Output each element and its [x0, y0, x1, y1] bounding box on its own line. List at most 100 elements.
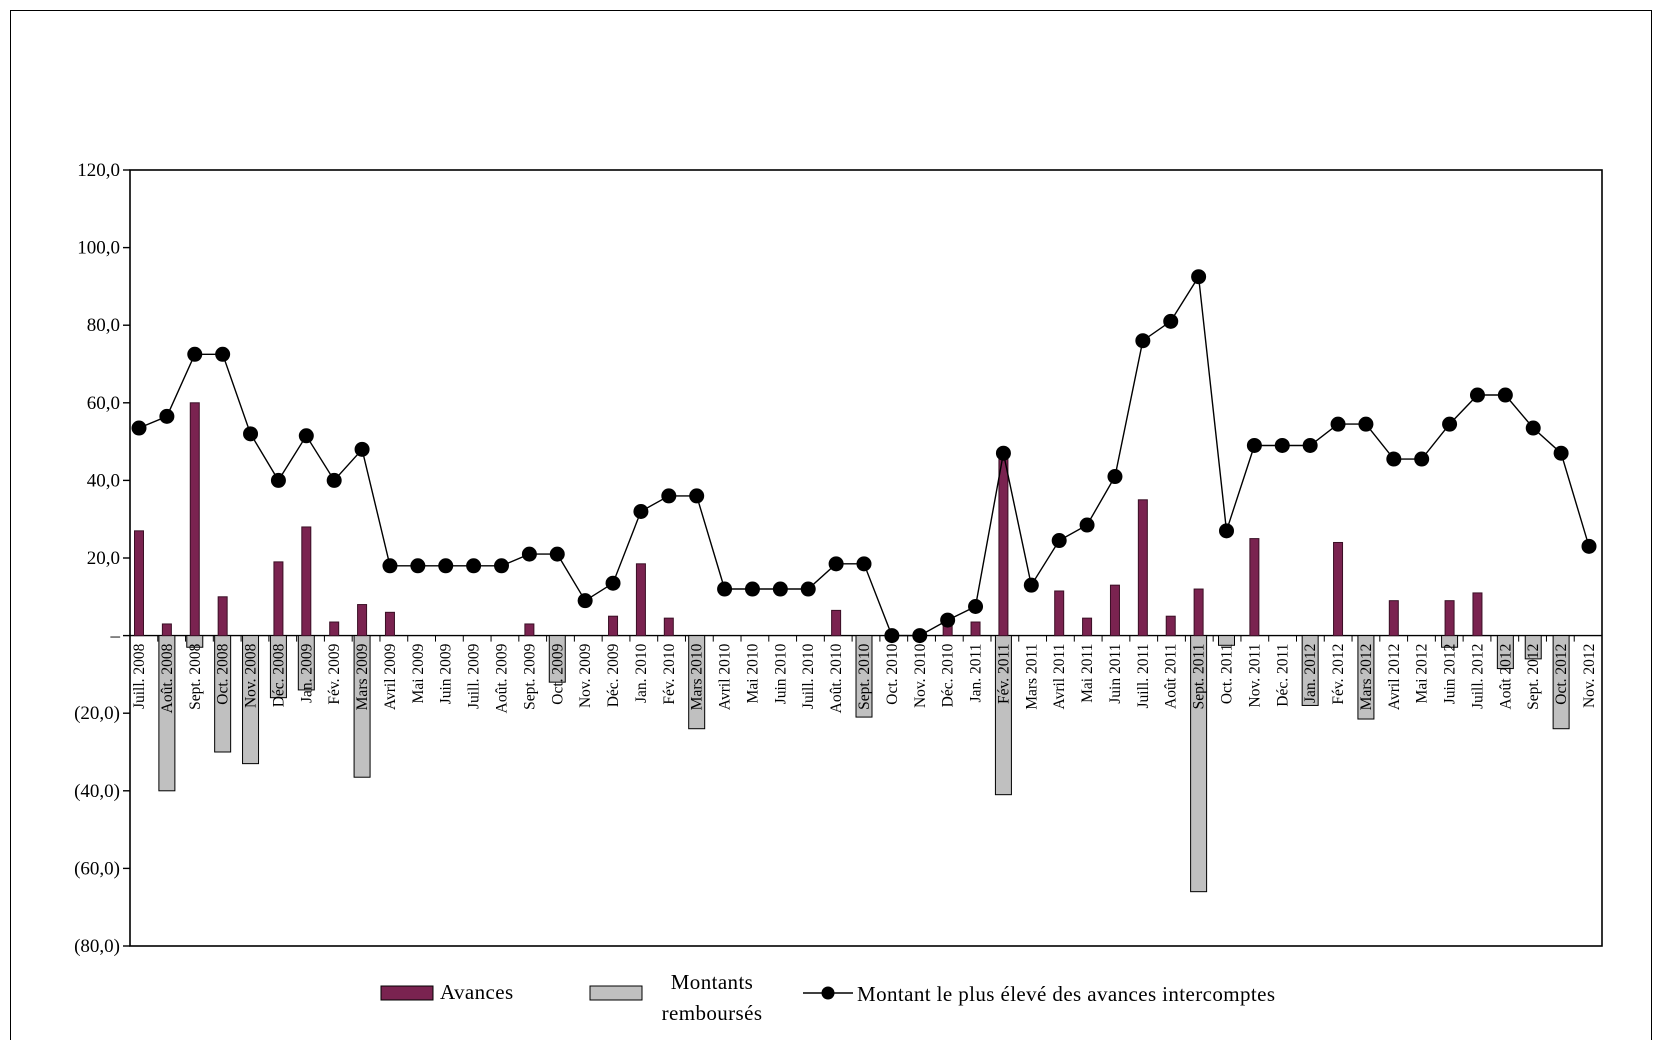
line-point [215, 346, 231, 362]
x-tick-label: Fév. 2009 [326, 643, 343, 704]
x-tick-label: Août. 2008 [159, 643, 176, 713]
bar-avances [831, 609, 842, 637]
line-point [633, 503, 649, 519]
x-tick-label: Sept. 2012 [1525, 644, 1542, 710]
line-point [1191, 269, 1207, 285]
line-point [549, 546, 565, 562]
line-point [828, 556, 844, 572]
line-point [661, 488, 677, 504]
bar-avances [1333, 541, 1344, 637]
line-point [1497, 387, 1513, 403]
line-point [1107, 469, 1123, 485]
line-point [1469, 387, 1485, 403]
line-point [1219, 523, 1234, 539]
x-tick-label: Déc. 2008 [270, 643, 287, 707]
x-tick-label: Mai 2012 [1414, 644, 1431, 704]
x-tick-label: Juill. 2012 [1469, 644, 1486, 709]
bar-montants-rembourses [1218, 635, 1235, 646]
bar-avances [1249, 538, 1260, 637]
line-path [138, 274, 1590, 637]
line-point [326, 472, 342, 488]
bar-montants-rembourses [1357, 635, 1375, 720]
line-point [354, 441, 370, 457]
bars-montants-rembourses [158, 635, 1570, 893]
x-tick-label: Jan. 2011 [968, 644, 985, 703]
bar-avances [217, 596, 228, 637]
line-point [131, 420, 147, 436]
x-tick-label: Oct. 2008 [215, 643, 232, 704]
x-tick-label: Nov. 2009 [577, 643, 594, 708]
line-point [1051, 533, 1067, 549]
bar-montants-rembourses [688, 635, 706, 730]
bar-montants-rembourses [1552, 635, 1570, 730]
y-tick-label: 20,0 [87, 548, 120, 569]
x-tick-label: Nov. 2011 [1246, 644, 1263, 708]
bar-avances [970, 621, 981, 637]
x-tick-label: Sept. 2011 [1191, 644, 1208, 710]
x-tick-label: Sept. 2009 [521, 643, 538, 710]
line-point [410, 558, 426, 574]
bar-avances [635, 563, 646, 637]
y-tick-label: 60,0 [87, 393, 120, 414]
bar-avances [329, 621, 340, 637]
line-point [1553, 445, 1569, 461]
line-point [1023, 577, 1039, 593]
line-point [1135, 333, 1151, 349]
line-point [494, 558, 509, 574]
bar-montants-rembourses [1496, 635, 1514, 670]
bar-avances [1137, 499, 1148, 637]
line-point [521, 546, 537, 562]
legend-label-avances: Avances [440, 980, 514, 1004]
bar-avances [273, 561, 284, 637]
line-point [1302, 437, 1318, 453]
x-tick-label: Fév. 2010 [661, 643, 678, 704]
legend-swatch-rembourses [589, 985, 643, 1001]
x-tick-label: Mars 2012 [1358, 644, 1375, 711]
x-tick-label: Fév. 2011 [995, 644, 1012, 704]
bar-avances [998, 452, 1009, 637]
bar-avances [189, 402, 200, 637]
x-tick-label: Juin 2012 [1442, 644, 1459, 705]
line-point [243, 426, 259, 442]
x-tick-label: Déc. 2009 [605, 643, 622, 707]
y-tick-label: – [110, 626, 121, 647]
line-point [1442, 416, 1458, 432]
x-tick-label: Mars 2011 [1023, 644, 1040, 710]
x-tick-label: Juill. 2011 [1135, 644, 1152, 709]
y-tick-label: 80,0 [87, 315, 120, 336]
bar-montants-rembourses [1301, 635, 1319, 706]
bar-montants-rembourses [242, 635, 260, 765]
line-point [856, 556, 872, 572]
line-point [800, 581, 816, 597]
line-point [298, 428, 314, 444]
x-tick-label: Mai 2009 [410, 643, 427, 703]
legend-marker-montant [821, 986, 835, 1000]
y-tick-label: (80,0) [74, 936, 120, 957]
bar-avances [608, 615, 619, 637]
bar-avances [301, 526, 312, 637]
y-tick-label: (20,0) [74, 703, 120, 724]
line-point [1525, 420, 1541, 436]
x-tick-label: Juin 2011 [1107, 644, 1124, 704]
line-point [1414, 451, 1430, 467]
chart-frame [10, 10, 1652, 1040]
line-point [689, 488, 705, 504]
line-point [466, 558, 482, 574]
bar-avances [1193, 588, 1204, 637]
x-tick-label: Nov. 2008 [243, 643, 260, 708]
bar-avances [357, 604, 368, 637]
line-point [1274, 437, 1290, 453]
line-point [577, 593, 593, 609]
y-tick-label: 40,0 [87, 470, 120, 491]
x-tick-label: Juill. 2008 [131, 643, 148, 709]
bar-avances [161, 623, 172, 637]
x-tick-label: Avril 2009 [382, 643, 399, 710]
line-point [1581, 538, 1597, 554]
bar-avances [1444, 600, 1455, 637]
bar-avances [663, 617, 674, 637]
bar-avances [134, 530, 144, 637]
line-point [159, 408, 175, 424]
bar-avances [384, 611, 395, 637]
bar-avances [1165, 615, 1176, 637]
